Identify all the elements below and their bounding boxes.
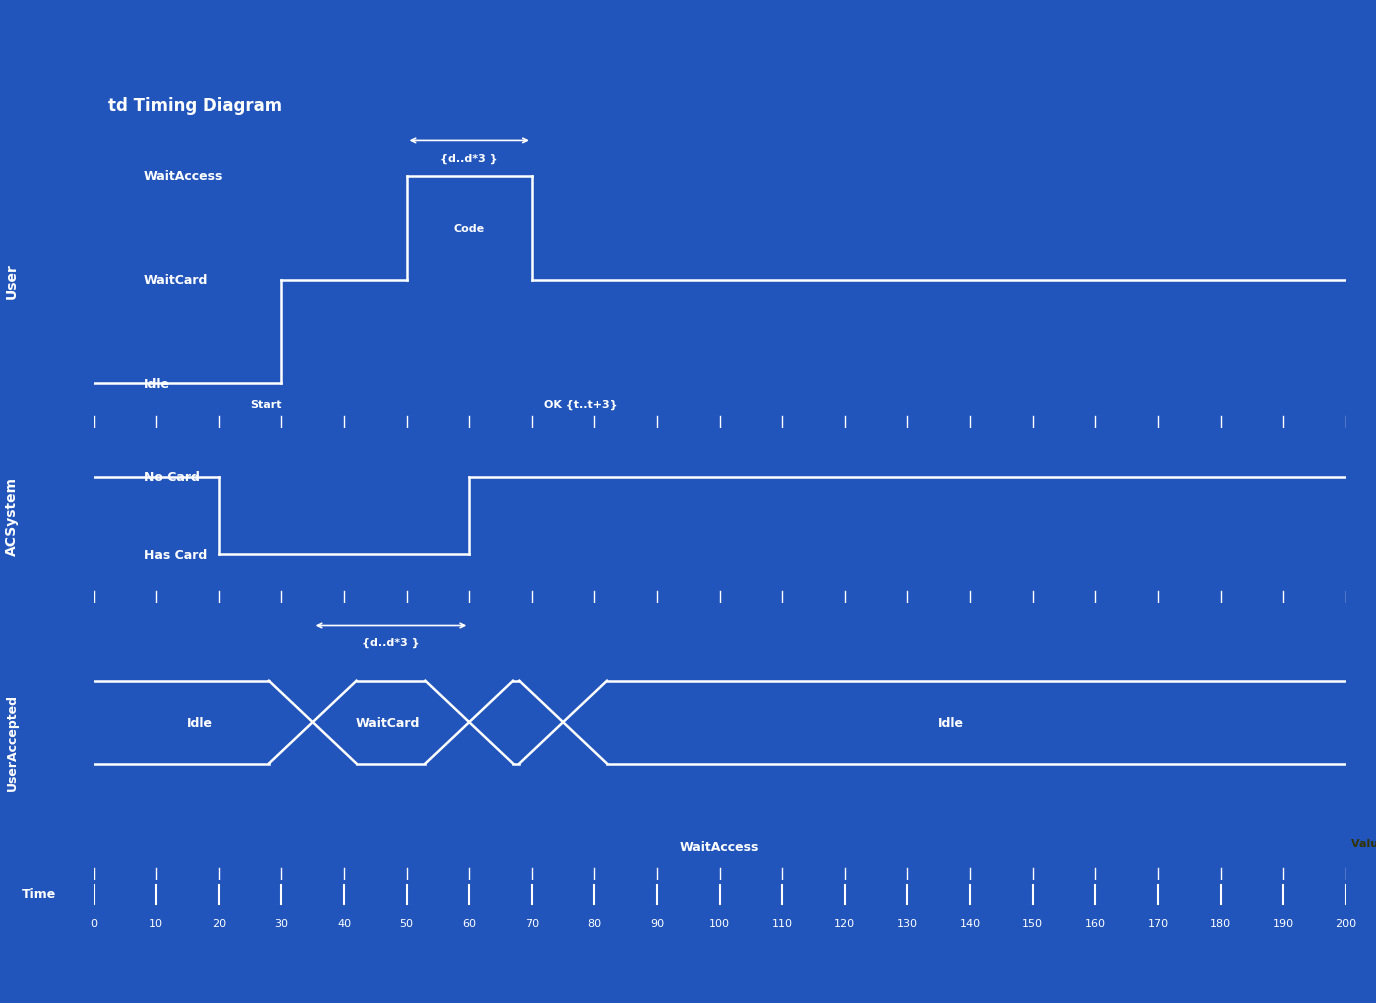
Text: Code: Code [454, 224, 484, 234]
Text: Idle: Idle [143, 377, 169, 390]
Text: Time: Time [22, 887, 56, 900]
Text: 140: 140 [959, 918, 981, 928]
Text: Value Lifelin: Value Lifelin [1351, 839, 1376, 849]
Text: 120: 120 [834, 918, 856, 928]
Text: {d..d*3 }: {d..d*3 } [362, 637, 420, 647]
Text: 200: 200 [1335, 918, 1357, 928]
Text: No Card: No Card [143, 471, 200, 483]
Text: 40: 40 [337, 918, 351, 928]
Text: 190: 190 [1273, 918, 1293, 928]
Text: 80: 80 [588, 918, 601, 928]
Text: Has Card: Has Card [143, 549, 206, 561]
Text: WaitCard: WaitCard [143, 274, 208, 287]
Text: 160: 160 [1084, 918, 1106, 928]
Text: WaitAccess: WaitAccess [143, 171, 223, 184]
Text: td Timing Diagram: td Timing Diagram [107, 96, 282, 114]
Text: 0: 0 [89, 918, 98, 928]
Text: 150: 150 [1022, 918, 1043, 928]
Text: 100: 100 [709, 918, 731, 928]
Text: 180: 180 [1210, 918, 1232, 928]
Text: {d..d*3 }: {d..d*3 } [440, 153, 498, 163]
Text: 60: 60 [462, 918, 476, 928]
Text: Start: Start [250, 399, 282, 409]
Text: 50: 50 [399, 918, 414, 928]
Text: 130: 130 [897, 918, 918, 928]
Text: 90: 90 [649, 918, 665, 928]
Text: 170: 170 [1148, 918, 1168, 928]
Text: User: User [6, 263, 19, 298]
Text: WaitCard: WaitCard [355, 716, 420, 729]
Text: 10: 10 [149, 918, 164, 928]
Text: OK {t..t+3}: OK {t..t+3} [545, 399, 618, 410]
Text: UserAccepted: UserAccepted [6, 693, 19, 790]
Text: 110: 110 [772, 918, 793, 928]
Text: WaitAccess: WaitAccess [680, 841, 760, 853]
Text: 30: 30 [274, 918, 289, 928]
Text: Idle: Idle [187, 716, 213, 729]
Text: Idle: Idle [938, 716, 965, 729]
Text: ACSystem: ACSystem [6, 476, 19, 556]
Text: 70: 70 [524, 918, 539, 928]
Text: 20: 20 [212, 918, 226, 928]
